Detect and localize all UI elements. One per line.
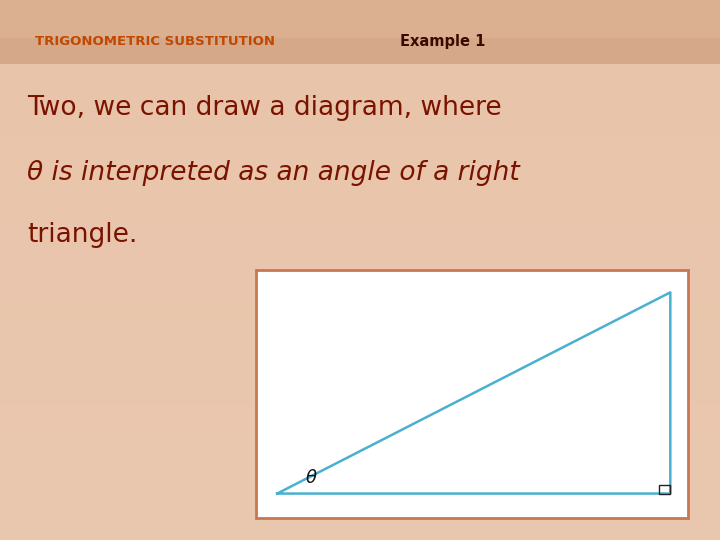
Bar [0, 486, 720, 513]
Bar [0, 54, 720, 81]
Bar [0, 0, 720, 38]
Bar [659, 485, 670, 494]
Bar [0, 162, 720, 189]
Bar [0, 459, 720, 486]
Bar [0, 0, 720, 27]
Bar [0, 243, 720, 270]
Text: Example 1: Example 1 [400, 33, 485, 49]
Bar [0, 216, 720, 243]
Bar [0, 324, 720, 351]
Bar [0, 108, 720, 135]
Bar [0, 351, 720, 378]
Text: θ is interpreted as an angle of a right: θ is interpreted as an angle of a right [27, 160, 520, 186]
Bar [0, 0, 720, 64]
Bar [0, 189, 720, 216]
Bar [256, 270, 688, 518]
Text: Two, we can draw a diagram, where: Two, we can draw a diagram, where [27, 95, 502, 121]
Bar [0, 270, 720, 297]
Text: triangle.: triangle. [27, 222, 138, 248]
Bar [0, 405, 720, 432]
Text: TRIGONOMETRIC SUBSTITUTION: TRIGONOMETRIC SUBSTITUTION [35, 35, 274, 48]
Bar [0, 513, 720, 540]
Bar [0, 27, 720, 54]
Bar [0, 378, 720, 405]
Bar [0, 135, 720, 162]
Text: $\theta$: $\theta$ [305, 469, 318, 488]
Bar [0, 297, 720, 324]
Bar [0, 432, 720, 459]
Bar [0, 81, 720, 108]
